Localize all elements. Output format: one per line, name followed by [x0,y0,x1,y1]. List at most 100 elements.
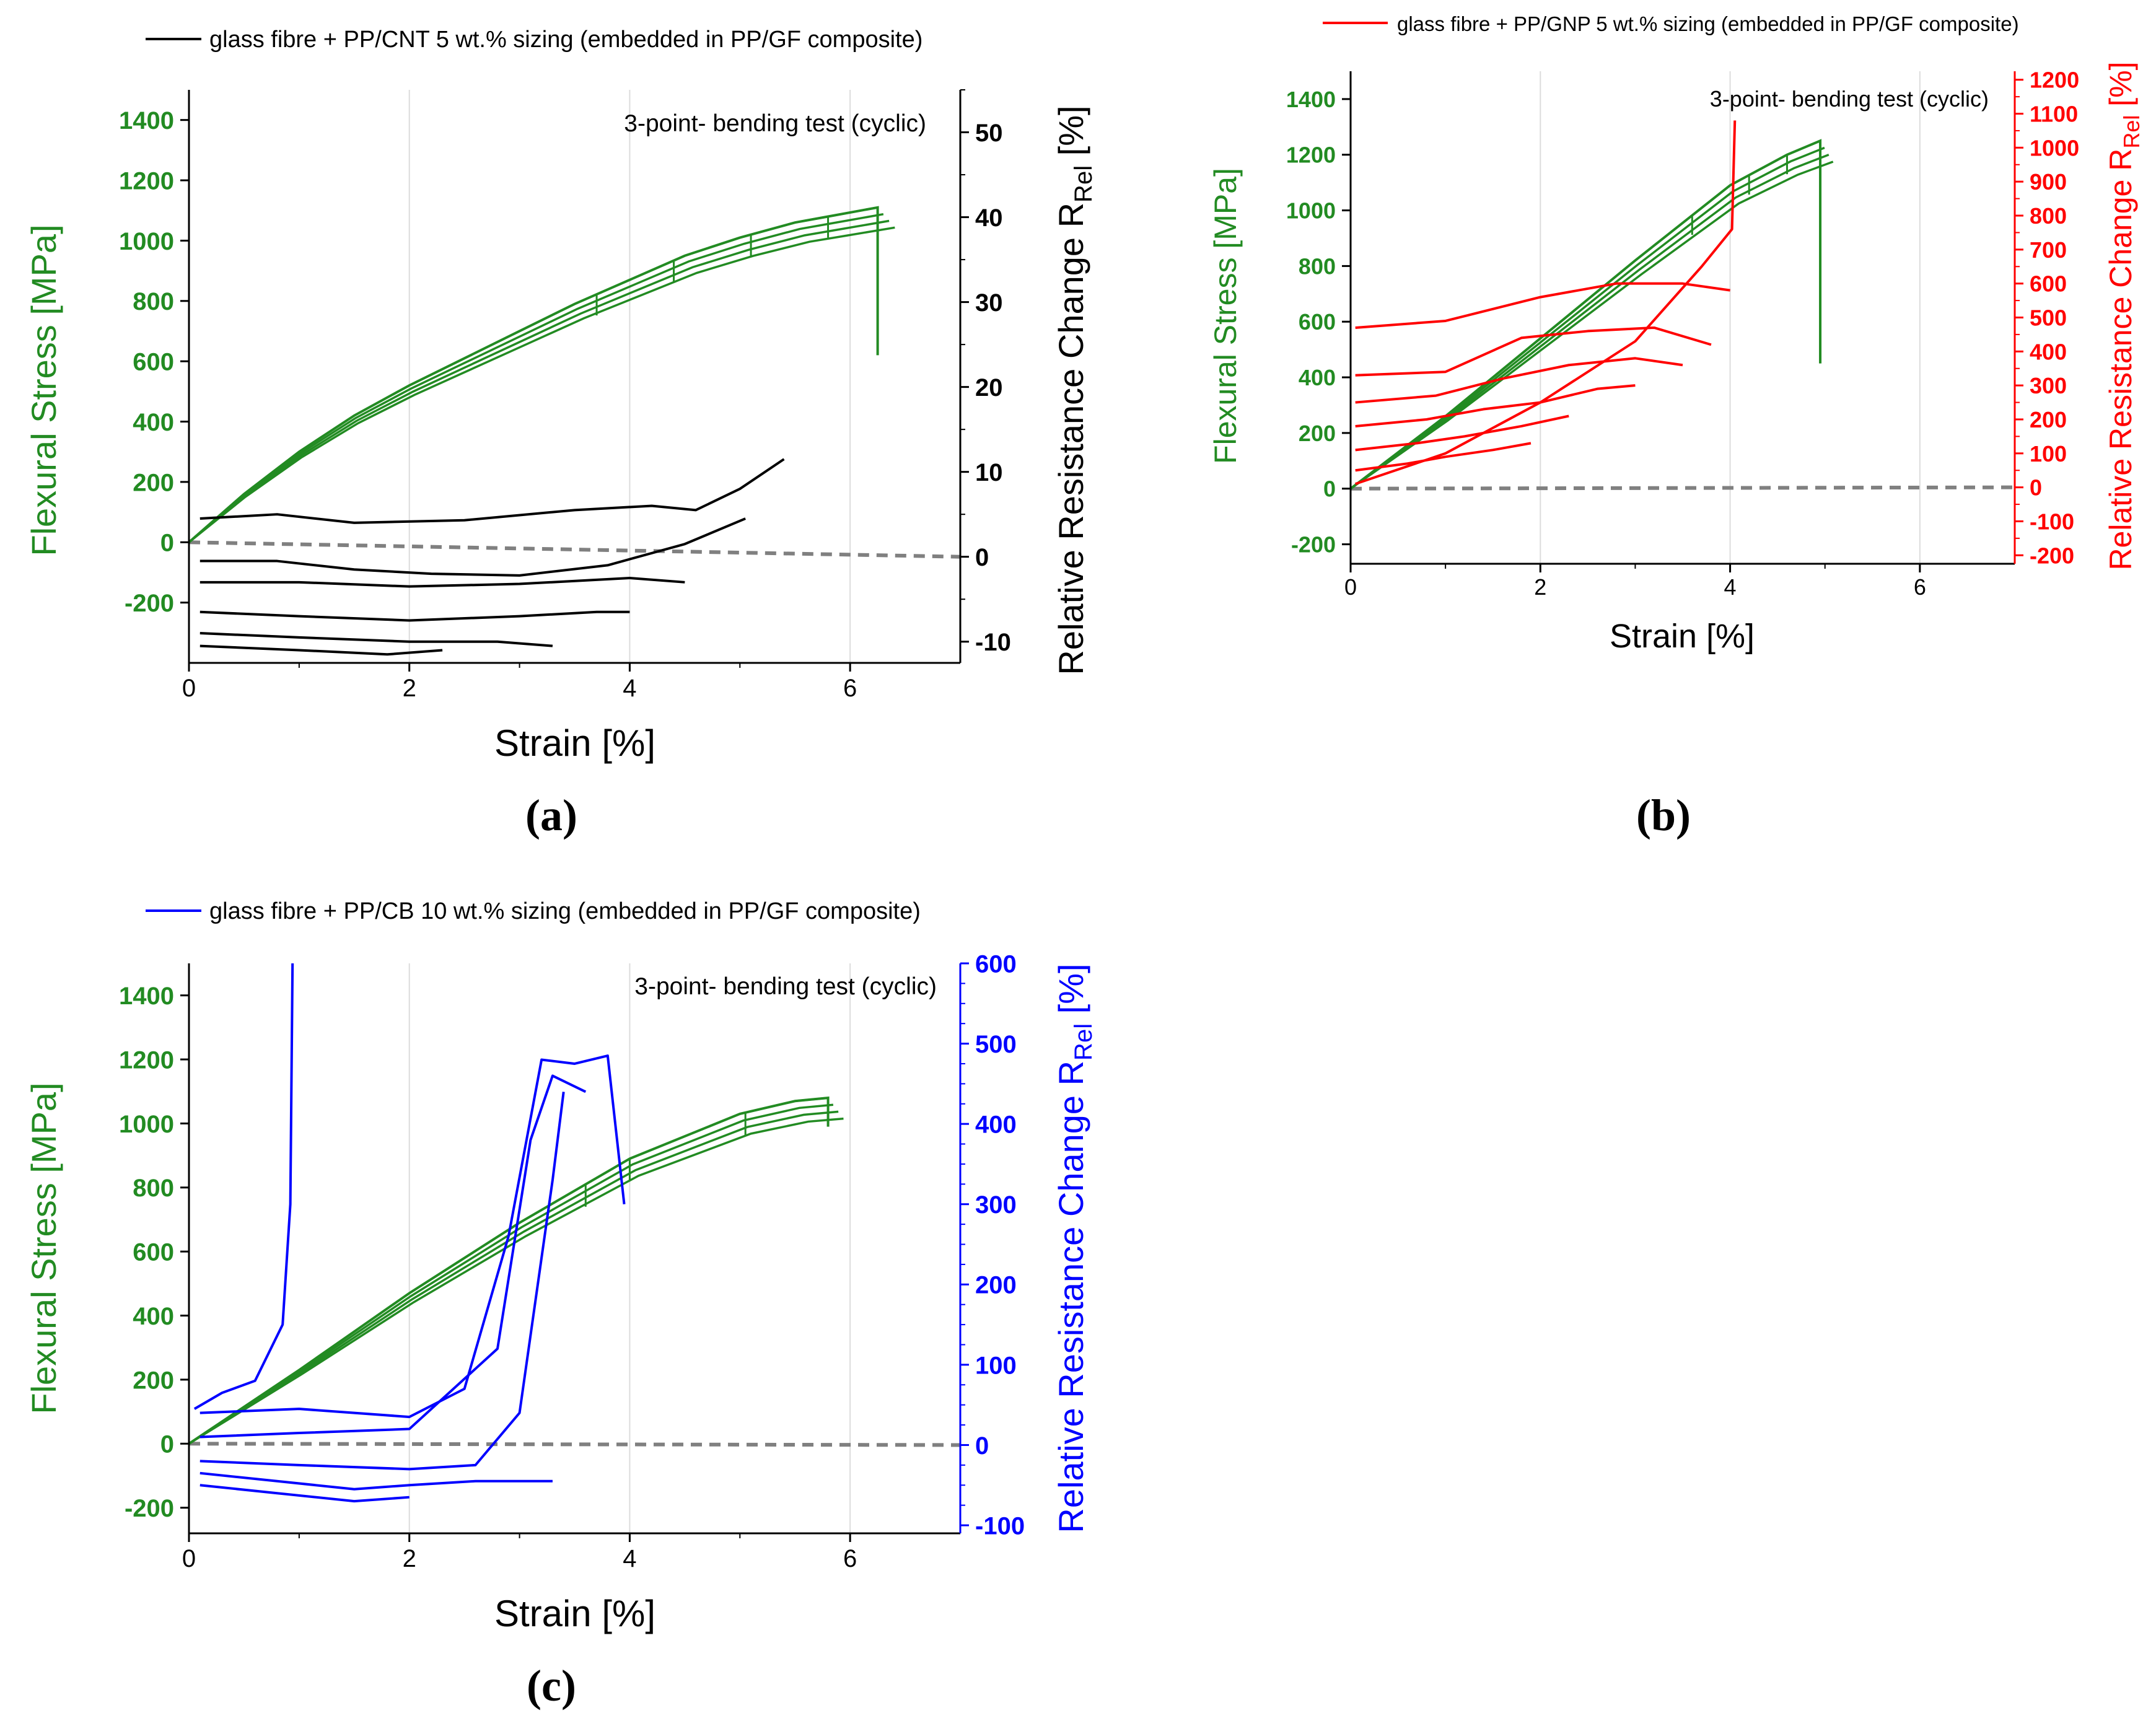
resistance-series-line [199,517,746,577]
resistance-series-line [199,1471,553,1491]
resistance-series-line [199,1484,410,1503]
y-right-tick-label: 100 [2030,441,2067,467]
stress-cycle-line [188,219,890,543]
stress-cycle-line [188,226,895,543]
y-right-tick-label: 600 [975,950,1017,978]
y-right-tick-label: 30 [975,289,1003,317]
y-right-tick-label: 1200 [2030,68,2079,93]
y-right-tick-label: 300 [975,1191,1017,1219]
y-left-tick-label: 600 [133,1239,174,1266]
y-left-tick-label: 1000 [1286,198,1336,224]
y-right-tick-label: -100 [975,1512,1025,1540]
y-left-tick-label: 600 [1299,309,1336,335]
zero-reference-line [188,1442,961,1447]
resistance-series-line [199,1054,626,1419]
y-left-tick-label: 0 [160,1431,174,1458]
y-right-tick-label: 0 [2030,475,2042,501]
y-right-tick-label: 500 [2030,305,2067,330]
y-right-tick-label: 20 [975,374,1003,401]
y-axis-right-label-b: Relative Resistance Change RRel [%] [2103,61,2144,570]
y-right-tick-label: 1000 [2030,135,2079,160]
zero-reference-line [1350,485,2015,491]
annotation-a: 3-point- bending test (cyclic) [624,110,926,137]
resistance-series-line [1355,414,1569,452]
resistance-series-line [1355,384,1636,427]
y-right-tick-label: 700 [2030,237,2067,263]
y-left-tick-label: 1000 [119,228,174,255]
y-right-tick-label: 40 [975,204,1003,232]
x-tick-label: 2 [403,675,416,702]
resistance-series-line [199,1092,565,1471]
annotation-b: 3-point- bending test (cyclic) [1710,86,1989,112]
x-axis-label-a: Strain [%] [494,722,655,764]
resistance-series-line [1355,282,1730,329]
x-tick-label: 6 [843,675,857,702]
resistance-series-line [1355,120,1737,486]
y-left-tick-label: 0 [1323,476,1336,502]
plot-area-c: 0 2 4 6 -200 0 200 400 600 800 1000 1200 1400 -100 0 10… [119,950,1025,1572]
y-left-tick-label: 1200 [1286,142,1336,168]
y-left-tick-label: 1200 [119,167,174,195]
stress-cycle-line [1349,154,1830,490]
y-left-tick-label: 0 [160,530,174,557]
stress-cycle-line [188,1097,828,1445]
y-left-tick-label: 200 [1299,421,1336,446]
y-right-tick-label: 300 [2030,373,2067,398]
stress-cycle-line [188,1110,839,1445]
resistance-series-line [1355,326,1712,377]
zero-reference-line [188,540,961,559]
stress-cycle-line [188,212,884,543]
y-left-tick-label: 800 [133,1175,174,1202]
panel-c: glass fibre + PP/CB 10 wt.% sizing (embe… [24,898,1097,1711]
y-left-tick-label: 1400 [119,107,174,134]
x-tick-label: 0 [182,675,196,702]
stress-cycle-line [188,1117,844,1445]
y-right-tick-label: 500 [975,1031,1017,1058]
y-right-tick-label: 0 [975,544,989,571]
y-right-tick-label: 400 [2030,339,2067,364]
resistance-series-line [1355,357,1683,404]
resistance-series-line [1355,442,1532,472]
y-left-tick-label: 800 [133,288,174,315]
annotation-c: 3-point- bending test (cyclic) [634,973,937,1000]
y-axis-left-label-a: Flexural Stress [MPa] [24,224,63,556]
resistance-series-line [199,576,685,588]
x-tick-label: 6 [843,1545,857,1572]
y-right-tick-label: 800 [2030,203,2067,229]
panel-b: glass fibre + PP/GNP 5 wt.% sizing (embe… [1208,12,2144,840]
resistance-series-line [199,632,553,647]
y-left-tick-label: 1400 [119,983,174,1010]
legend-text-c: glass fibre + PP/CB 10 wt.% sizing (embe… [209,898,921,924]
y-left-tick-label: -200 [1291,532,1336,558]
y-right-tick-label: 50 [975,120,1003,147]
y-left-tick-label: 400 [1299,365,1336,390]
y-right-tick-label: 100 [975,1352,1017,1379]
y-axis-left-label-c: Flexural Stress [MPa] [24,1082,63,1414]
x-tick-label: 6 [1914,574,1926,600]
stress-cycle-line [1349,146,1825,490]
y-right-tick-label: -200 [2030,543,2074,568]
resistance-series-line [199,610,630,622]
y-right-tick-label: 400 [975,1111,1017,1139]
y-left-tick-label: 800 [1299,253,1336,279]
y-right-tick-label: 200 [975,1272,1017,1299]
y-left-tick-label: -200 [125,1495,174,1522]
y-right-tick-label: 0 [975,1432,989,1460]
caption-c: (c) [527,1661,576,1711]
stress-envelope-line [188,206,879,543]
y-left-tick-label: 600 [133,349,174,376]
stress-envelope-line [1349,139,1822,490]
plot-area-a: 0 2 4 6 -200 0 200 400 600 800 1000 1200 1400 -10 0 10 2… [119,89,1011,702]
stress-cycle-line [1349,160,1834,490]
resistance-series-line [199,1074,587,1439]
y-right-tick-label: 1100 [2030,101,2078,126]
x-tick-label: 4 [623,675,636,702]
resistance-series-line [199,458,785,524]
stress-cycle-line [188,206,878,543]
y-left-tick-label: 400 [133,1303,174,1330]
x-tick-label: 0 [182,1545,196,1572]
y-left-tick-label: 1400 [1286,87,1336,112]
y-axis-right-label-c: Relative Resistance Change RRel [%] [1051,963,1097,1533]
y-left-tick-label: 200 [133,469,174,496]
